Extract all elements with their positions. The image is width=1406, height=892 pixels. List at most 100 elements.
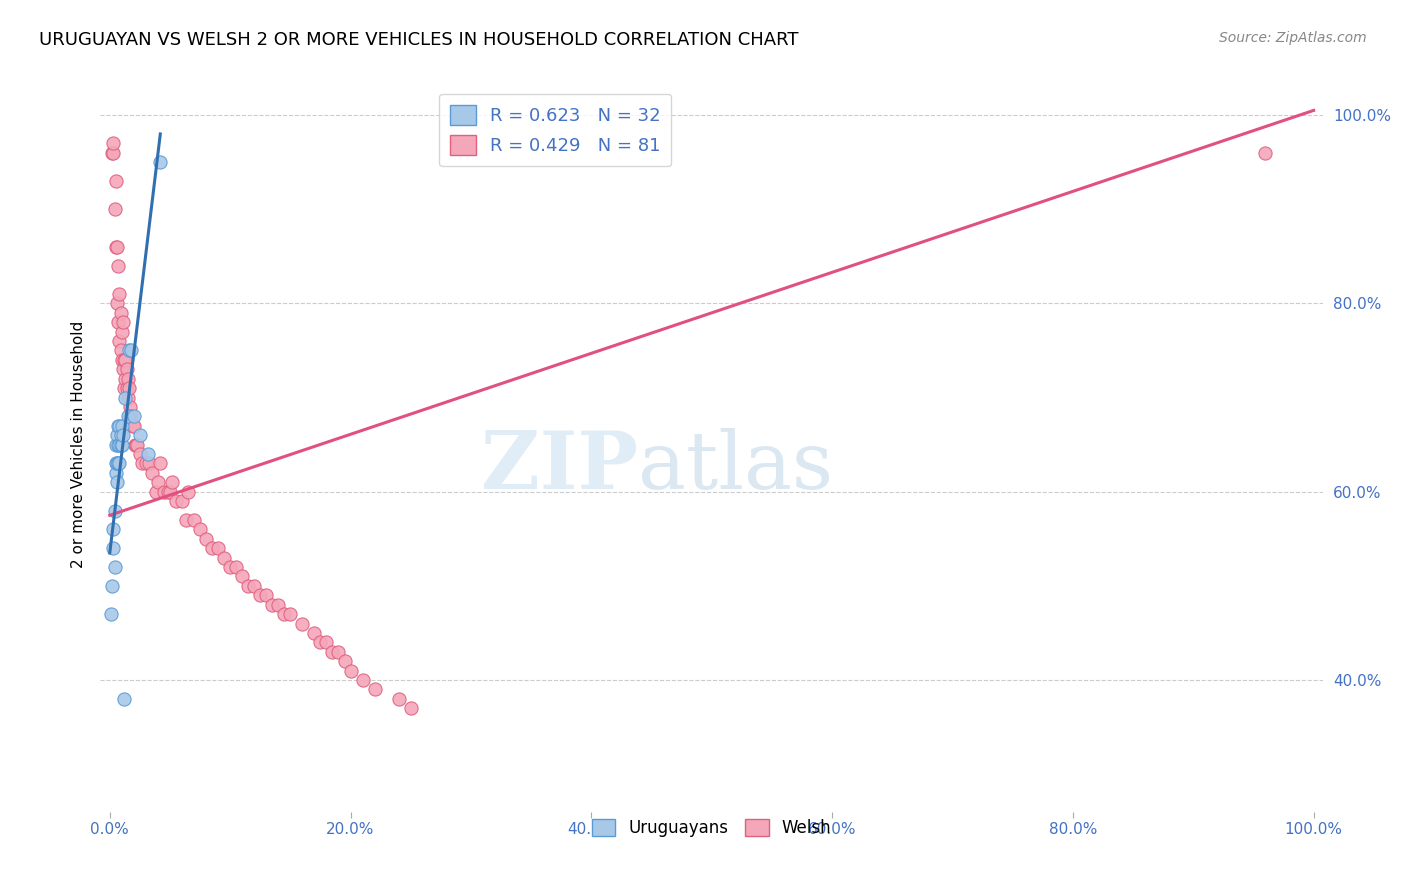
Point xyxy=(315,635,337,649)
Point xyxy=(107,418,129,433)
Point xyxy=(111,437,134,451)
Point xyxy=(201,541,224,556)
Point xyxy=(280,607,302,622)
Point xyxy=(135,457,157,471)
Point xyxy=(183,513,205,527)
Point xyxy=(108,418,131,433)
Point xyxy=(117,409,139,424)
Point xyxy=(118,343,141,358)
Point xyxy=(108,437,131,451)
Point xyxy=(159,484,181,499)
Point xyxy=(328,645,350,659)
Point xyxy=(138,457,160,471)
Point xyxy=(114,391,136,405)
Point xyxy=(103,145,125,160)
Text: ZIP: ZIP xyxy=(481,427,638,506)
Point xyxy=(170,494,193,508)
Point xyxy=(111,362,134,376)
Point xyxy=(105,240,128,254)
Point xyxy=(104,437,127,451)
Point xyxy=(103,202,125,217)
Point xyxy=(121,418,143,433)
Point xyxy=(124,437,146,451)
Point xyxy=(114,372,136,386)
Point xyxy=(103,522,125,536)
Point xyxy=(117,372,139,386)
Point xyxy=(174,513,197,527)
Point xyxy=(333,654,356,668)
Point xyxy=(1254,145,1277,160)
Point xyxy=(115,362,138,376)
Point xyxy=(111,315,134,329)
Point xyxy=(108,334,131,348)
Point xyxy=(110,428,132,442)
Point xyxy=(207,541,229,556)
Point xyxy=(104,457,127,471)
Point xyxy=(225,560,247,574)
Point xyxy=(120,343,142,358)
Point xyxy=(267,598,290,612)
Point xyxy=(104,240,127,254)
Point xyxy=(105,475,128,490)
Point xyxy=(219,560,242,574)
Point xyxy=(249,588,271,602)
Point xyxy=(114,352,136,367)
Point xyxy=(231,569,253,583)
Text: atlas: atlas xyxy=(638,427,834,506)
Point xyxy=(104,174,127,188)
Point xyxy=(112,381,135,395)
Point xyxy=(103,541,125,556)
Point xyxy=(149,457,172,471)
Point xyxy=(107,437,129,451)
Point xyxy=(188,522,211,536)
Point xyxy=(156,484,179,499)
Point xyxy=(111,325,134,339)
Point xyxy=(128,428,150,442)
Text: URUGUAYAN VS WELSH 2 OR MORE VEHICLES IN HOUSEHOLD CORRELATION CHART: URUGUAYAN VS WELSH 2 OR MORE VEHICLES IN… xyxy=(39,31,799,49)
Point xyxy=(117,391,139,405)
Point xyxy=(120,409,142,424)
Point xyxy=(238,579,260,593)
Point xyxy=(136,447,159,461)
Point xyxy=(177,484,200,499)
Point xyxy=(141,466,163,480)
Point xyxy=(118,381,141,395)
Point xyxy=(212,550,235,565)
Point xyxy=(110,343,132,358)
Point xyxy=(321,645,343,659)
Point xyxy=(243,579,266,593)
Point xyxy=(291,616,314,631)
Text: Source: ZipAtlas.com: Source: ZipAtlas.com xyxy=(1219,31,1367,45)
Point xyxy=(118,409,141,424)
Point xyxy=(122,418,145,433)
Point xyxy=(399,701,422,715)
Point xyxy=(112,352,135,367)
Point xyxy=(111,428,134,442)
Y-axis label: 2 or more Vehicles in Household: 2 or more Vehicles in Household xyxy=(72,321,86,568)
Point xyxy=(110,306,132,320)
Point xyxy=(101,145,124,160)
Point xyxy=(128,447,150,461)
Point xyxy=(165,494,187,508)
Point xyxy=(120,400,142,414)
Point xyxy=(111,352,134,367)
Point xyxy=(339,664,361,678)
Point xyxy=(388,692,411,706)
Point xyxy=(149,155,172,169)
Point xyxy=(112,692,135,706)
Point xyxy=(254,588,277,602)
Point xyxy=(101,579,124,593)
Legend: Uruguayans, Welsh: Uruguayans, Welsh xyxy=(585,813,838,844)
Point xyxy=(110,437,132,451)
Point xyxy=(104,466,127,480)
Point xyxy=(146,475,169,490)
Point xyxy=(127,437,149,451)
Point xyxy=(309,635,332,649)
Point xyxy=(122,409,145,424)
Point xyxy=(352,673,374,687)
Point xyxy=(153,484,176,499)
Point xyxy=(125,437,148,451)
Point xyxy=(304,626,326,640)
Point xyxy=(107,259,129,273)
Point xyxy=(363,682,385,697)
